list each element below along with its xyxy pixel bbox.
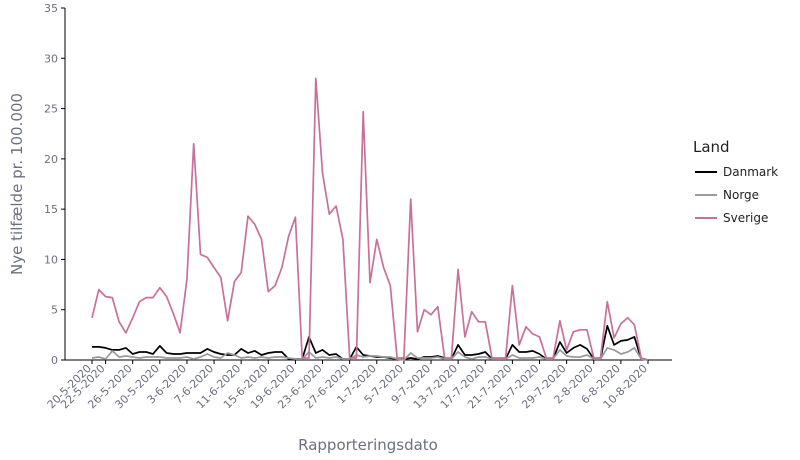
series-line-sverige [91,77,649,361]
legend-label-norge: Norge [723,188,759,202]
y-tick-label: 35 [44,2,58,15]
y-tick-label: 5 [51,304,58,317]
legend-title: Land [693,138,730,156]
y-axis: 0 5 10 15 20 25 30 35 [44,2,66,367]
y-tick-label: 25 [44,103,58,116]
y-tick-label: 30 [44,52,58,65]
y-axis-title: Nye tilfælde pr. 100.000 [8,93,26,275]
legend: Land Danmark Norge Sverige [693,138,778,225]
y-tick-label: 20 [44,153,58,166]
legend-items: Danmark Norge Sverige [695,165,778,225]
x-axis: 20-5-202022-5-202026-5-202030-5-20203-6-… [45,359,672,411]
y-tick-label: 0 [51,354,58,367]
legend-label-sverige: Sverige [723,211,768,225]
y-tick-label: 10 [44,253,58,266]
series-layer [91,77,649,361]
y-tick-label: 15 [44,203,58,216]
x-axis-title: Rapporteringsdato [298,436,438,454]
legend-label-danmark: Danmark [723,165,778,179]
series-line-norge [91,347,649,361]
